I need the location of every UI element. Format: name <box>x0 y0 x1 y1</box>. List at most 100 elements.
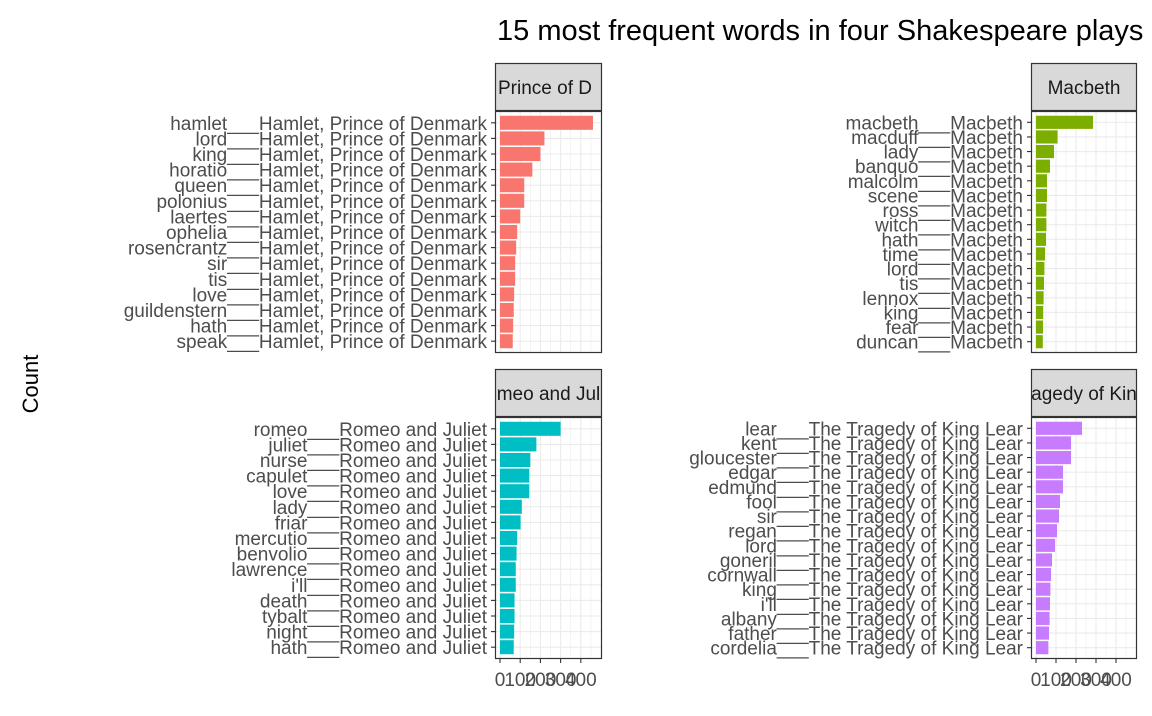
y-tick-label: lord___The Tragedy of King Lear <box>745 536 1023 557</box>
bar-tybalt <box>500 608 515 624</box>
y-tick-label: lord___Hamlet, Prince of Denmark <box>196 129 488 150</box>
bar-kent <box>1036 436 1071 450</box>
bar-king <box>1036 305 1044 320</box>
x-tick-label: 0 <box>495 670 506 691</box>
y-tick-label: capulet___Romeo and Juliet <box>246 467 488 488</box>
y-tick-label: hath___Romeo and Juliet <box>270 638 487 659</box>
y-tick-label: hath___Macbeth <box>881 230 1023 251</box>
y-tick-label: cornwall___The Tragedy of King Lear <box>707 566 1023 587</box>
y-tick-label: edgar___The Tragedy of King Lear <box>728 463 1023 484</box>
y-tick-label: goneril___The Tragedy of King Lear <box>720 551 1024 572</box>
bar-macbeth <box>1036 115 1093 129</box>
y-tick-label: friar___Romeo and Juliet <box>275 513 488 534</box>
y-tick-label: albany___The Tragedy of King Lear <box>721 609 1024 630</box>
y-tick-label: love___Hamlet, Prince of Denmark <box>192 285 487 306</box>
bar-lear <box>1036 421 1082 435</box>
facet-strip-label: meo and Jul <box>497 384 601 405</box>
bar-i'll <box>500 577 516 592</box>
x-tick-label: 200 <box>1060 670 1092 691</box>
bar-hamlet <box>500 115 593 130</box>
y-tick-label: i'll___The Tragedy of King Lear <box>761 595 1024 616</box>
facet-strip <box>1030 368 1138 418</box>
bar-speak <box>500 334 513 349</box>
bar-capulet <box>500 468 530 483</box>
y-tick-label: romeo___Romeo and Juliet <box>254 420 488 441</box>
y-tick-label: night___Romeo and Juliet <box>266 623 487 644</box>
chart-title: 15 most frequent words in four Shakespea… <box>497 15 1143 47</box>
y-tick-label: fear___Macbeth <box>886 318 1023 339</box>
y-tick-label: regan___The Tragedy of King Lear <box>728 522 1023 543</box>
y-tick-label: fool___The Tragedy of King Lear <box>746 492 1023 513</box>
y-tick-label: macbeth___Macbeth <box>846 113 1023 134</box>
bar-malcolm <box>1036 174 1047 188</box>
bar-macduff <box>1036 130 1058 144</box>
y-tick-label: banquo___Macbeth <box>855 157 1023 178</box>
bar-love <box>500 484 530 499</box>
y-tick-label: polonius___Hamlet, Prince of Denmark <box>156 192 487 213</box>
bar-father <box>1036 626 1049 640</box>
bar-lady <box>500 499 522 514</box>
bar-ross <box>1036 203 1047 217</box>
y-tick-label: hath___Hamlet, Prince of Denmark <box>190 317 487 338</box>
y-tick-label: horatio___Hamlet, Prince of Denmark <box>169 161 487 182</box>
facet-strip-label: Prince of D <box>498 78 592 99</box>
bar-scene <box>1036 188 1047 203</box>
bar-duncan <box>1036 335 1043 349</box>
bar-sir <box>500 256 516 271</box>
bar-fool <box>1036 494 1060 509</box>
y-tick-label: tis___Macbeth <box>899 274 1023 295</box>
y-tick-label: speak___Hamlet, Prince of Denmark <box>177 332 488 353</box>
y-tick-label: malcolm___Macbeth <box>848 172 1023 193</box>
y-tick-label: lord___Macbeth <box>887 260 1023 281</box>
bar-night <box>500 624 515 639</box>
y-tick-label: sir___Hamlet, Prince of Denmark <box>207 254 487 275</box>
y-tick-label: juliet___Romeo and Juliet <box>267 435 487 456</box>
y-tick-label: gloucester___The Tragedy of King Lear <box>689 449 1023 470</box>
y-tick-label: benvolio___Romeo and Juliet <box>237 545 488 566</box>
y-tick-label: witch___Macbeth <box>874 216 1023 237</box>
y-tick-label: father___The Tragedy of King Lear <box>728 624 1023 645</box>
y-tick-label: death___Romeo and Juliet <box>260 591 488 612</box>
y-tick-label: edmund___The Tragedy of King Lear <box>708 478 1023 499</box>
y-tick-label: lady___Romeo and Juliet <box>273 498 488 519</box>
y-tick-label: scene___Macbeth <box>868 186 1023 207</box>
x-tick-label: 200 <box>525 670 557 691</box>
y-tick-label: lady___Macbeth <box>884 143 1023 164</box>
bar-goneril <box>1036 553 1052 567</box>
bar-lord <box>1036 538 1055 552</box>
bar-tis <box>1036 276 1044 290</box>
y-tick-label: laertes___Hamlet, Prince of Denmark <box>170 207 487 228</box>
bar-time <box>1036 247 1045 261</box>
y-tick-label: tis___Hamlet, Prince of Denmark <box>208 270 487 291</box>
facet-panel: Prince of D hamlet___Hamlet, Prince of De… <box>124 62 603 354</box>
bar-king <box>500 146 541 162</box>
bar-cornwall <box>1036 567 1051 582</box>
y-tick-label: cordelia___The Tragedy of King Lear <box>710 639 1023 660</box>
y-tick-label: ross___Macbeth <box>883 201 1023 222</box>
bar-queen <box>500 178 525 193</box>
panel-border <box>494 110 603 354</box>
y-tick-label: king___The Tragedy of King Lear <box>742 580 1024 601</box>
x-tick-label: 100 <box>504 670 536 691</box>
x-tick-label: 400 <box>1100 670 1132 691</box>
y-tick-label: macduff___Macbeth <box>851 128 1023 149</box>
facet-strip-label: Macbeth <box>1048 78 1121 99</box>
y-tick-label: lear___The Tragedy of King Lear <box>745 419 1023 440</box>
bar-mercutio <box>500 530 518 546</box>
bar-albany <box>1036 611 1050 626</box>
y-tick-label: king___Macbeth <box>884 303 1023 324</box>
bar-witch <box>1036 218 1047 232</box>
panel-border <box>1030 416 1138 660</box>
x-tick-label: 300 <box>545 670 577 691</box>
y-tick-label: lennox___Macbeth <box>862 289 1023 310</box>
y-axis-title: Count <box>18 355 43 414</box>
y-tick-label: love___Romeo and Juliet <box>273 482 488 503</box>
y-tick-label: nurse___Romeo and Juliet <box>260 451 488 472</box>
bar-edmund <box>1036 480 1063 494</box>
bar-i'll <box>1036 597 1050 611</box>
panel-border <box>494 416 603 660</box>
bar-lawrence <box>500 562 516 577</box>
bar-hath <box>500 640 514 655</box>
